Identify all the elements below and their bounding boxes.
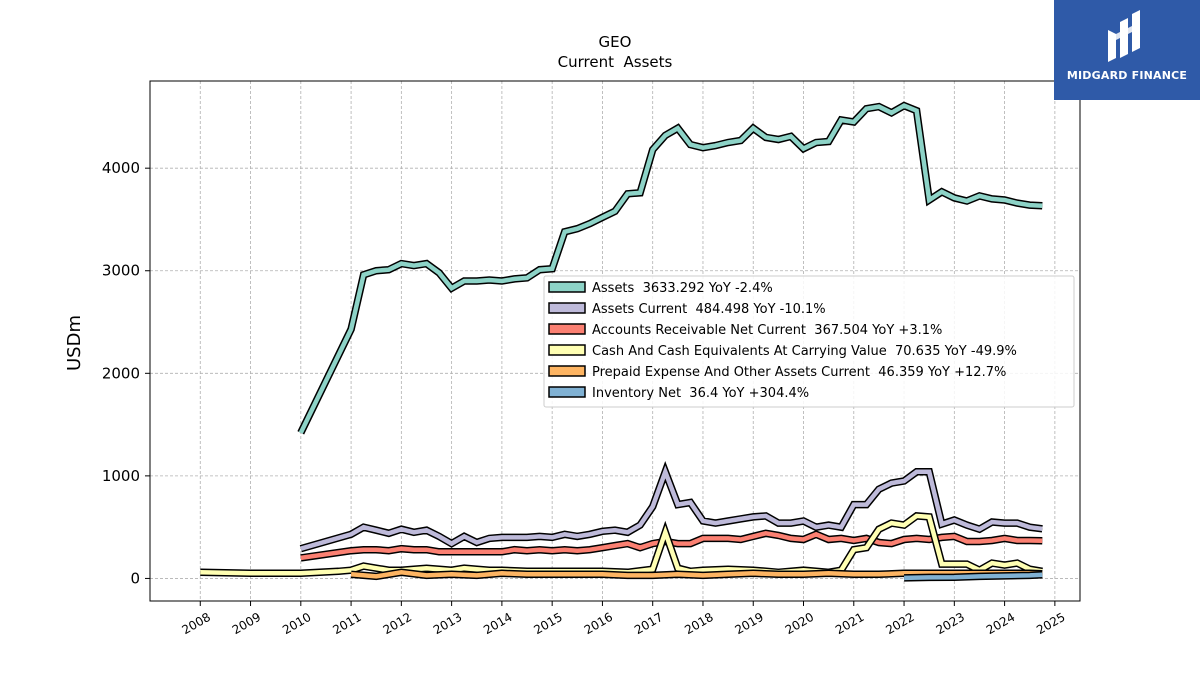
chart-title: GEO (599, 33, 632, 51)
x-tick-label: 2020 (783, 610, 816, 637)
x-tick-label: 2024 (984, 610, 1017, 637)
series-line (904, 572, 1043, 581)
legend-swatch (548, 281, 586, 293)
x-tick-label: 2013 (431, 610, 464, 637)
series-line (298, 103, 1043, 434)
y-tick-label: 3000 (102, 262, 140, 280)
series-line (300, 531, 1043, 561)
series-line (300, 465, 1043, 551)
series-5 (904, 570, 1043, 582)
x-tick-label: 2012 (381, 610, 414, 637)
logo: MIDGARD FINANCE (1054, 0, 1200, 100)
legend-swatch (548, 302, 586, 314)
legend-label: Cash And Cash Equivalents At Carrying Va… (592, 344, 1017, 359)
series-0 (297, 101, 1043, 435)
x-tick-label: 2018 (682, 610, 715, 637)
x-tick-label: 2025 (1034, 610, 1067, 637)
x-tick-label: 2017 (632, 610, 665, 637)
legend-swatch (548, 365, 586, 377)
logo-text: MIDGARD FINANCE (1066, 69, 1188, 82)
x-tick-label: 2011 (330, 610, 363, 637)
x-tick-label: 2015 (531, 610, 564, 637)
x-tick-label: 2008 (180, 610, 213, 637)
legend-label: Accounts Receivable Net Current 367.504 … (592, 323, 942, 338)
x-tick-label: 2009 (230, 610, 263, 637)
series-lines (200, 101, 1043, 582)
legend-label: Assets 3633.292 YoY -2.4% (592, 281, 773, 296)
legend-label: Prepaid Expense And Other Assets Current… (592, 365, 1006, 380)
legend-swatch (548, 344, 586, 356)
y-axis-label: USDm (64, 315, 85, 371)
x-tick-label: 2023 (934, 610, 967, 637)
legend-swatch (548, 323, 586, 335)
x-tick-label: 2022 (883, 610, 916, 637)
x-tick-label: 2021 (833, 610, 866, 637)
series-1 (299, 461, 1043, 553)
series-line (350, 570, 1043, 579)
legend-label: Inventory Net 36.4 YoY +304.4% (592, 386, 809, 401)
y-tick-label: 2000 (102, 364, 140, 382)
chart-subtitle: Current Assets (558, 53, 673, 71)
legend-label: Assets Current 484.498 YoY -10.1% (592, 302, 826, 317)
series-2 (300, 529, 1043, 562)
x-tick-label: 2019 (733, 610, 766, 637)
x-tick-label: 2014 (481, 610, 514, 637)
series-4 (350, 568, 1043, 581)
x-tick-label: 2010 (280, 610, 313, 637)
axes-frame (149, 80, 1081, 602)
legend-swatch (548, 386, 586, 398)
legend: Assets 3633.292 YoY -2.4% Assets Current … (543, 275, 1075, 408)
y-tick-label: 0 (130, 569, 140, 587)
y-tick-label: 1000 (102, 467, 140, 485)
y-tick-label: 4000 (102, 159, 140, 177)
logo-mark-icon (1108, 10, 1140, 62)
x-tick-label: 2016 (582, 610, 615, 637)
legend-box (543, 275, 1075, 408)
